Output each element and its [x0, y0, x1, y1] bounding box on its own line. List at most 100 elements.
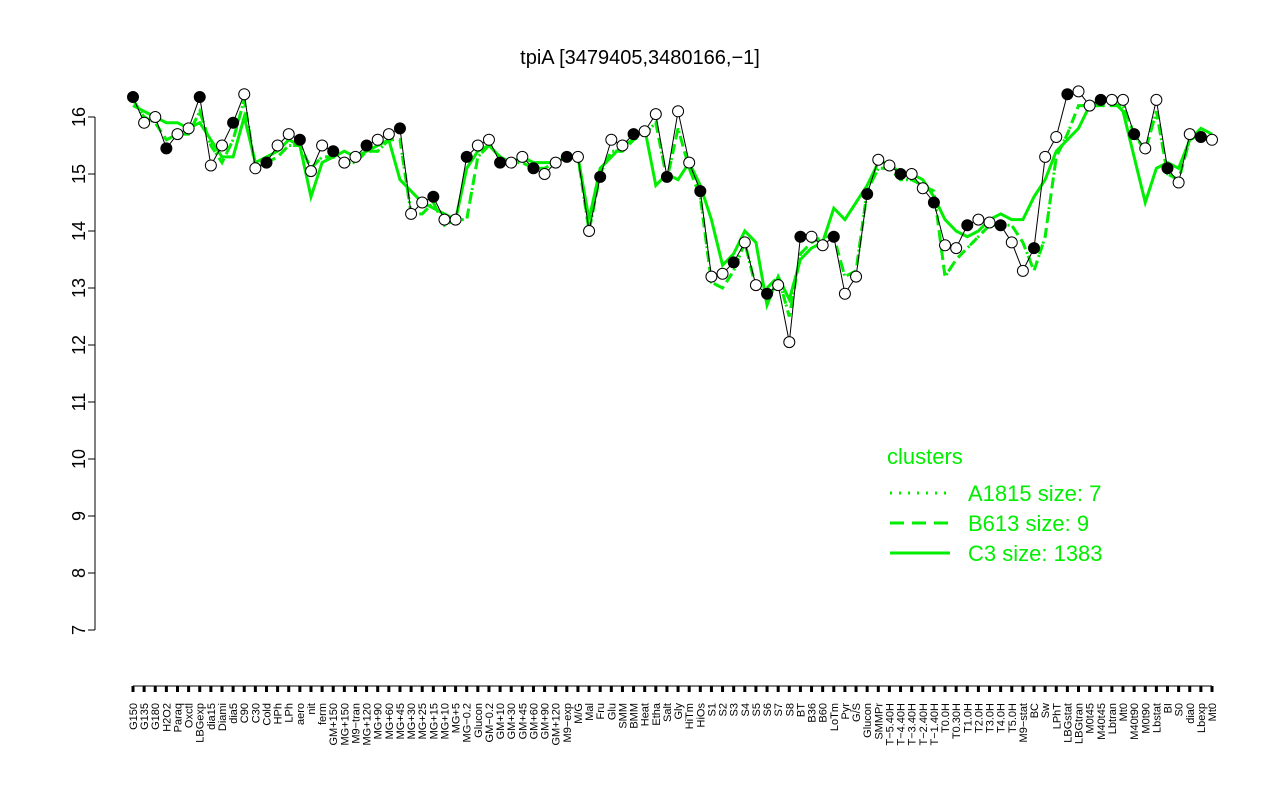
- y-tick-label: 15: [69, 164, 89, 184]
- x-tick-label: T0.0H: [940, 703, 952, 733]
- data-point: [927, 196, 940, 209]
- x-tick-label: S0: [1174, 703, 1186, 716]
- data-point: [716, 267, 729, 280]
- data-point: [1005, 236, 1018, 249]
- x-tick-label: Lbtran: [1107, 703, 1119, 734]
- x-tick-label: GM+150: [328, 703, 340, 746]
- x-tick-label: MG+120: [362, 703, 374, 746]
- data-point: [694, 185, 707, 198]
- x-tick-label: M0t45: [1085, 703, 1097, 734]
- data-point: [1128, 128, 1141, 141]
- data-point: [416, 196, 429, 209]
- x-tick-label: Heat: [640, 703, 652, 726]
- x-tick-label: LBGstat: [1062, 703, 1074, 743]
- data-point: [761, 287, 774, 300]
- x-tick-label: GM+120: [551, 703, 563, 746]
- x-tick-label: MG+150: [339, 703, 351, 746]
- x-tick-label: S6: [762, 703, 774, 716]
- data-point: [1072, 85, 1085, 98]
- x-tick-label: Etha: [651, 702, 663, 726]
- x-tick-label: SMM: [617, 703, 629, 729]
- data-point: [649, 108, 662, 121]
- x-tick-label: T−2.40H: [918, 703, 930, 746]
- x-tick-label: S4: [740, 703, 752, 716]
- x-tick-label: LBGtran: [1074, 703, 1086, 744]
- x-tick-label: BMM: [629, 703, 641, 729]
- data-point: [1039, 150, 1052, 163]
- y-tick-label: 13: [69, 278, 89, 298]
- x-tick-label: MG+10: [439, 703, 451, 739]
- data-point: [705, 270, 718, 283]
- data-point: [1050, 130, 1063, 143]
- x-tick-label: G180: [150, 703, 162, 730]
- data-point: [482, 133, 495, 146]
- data-point: [215, 139, 228, 152]
- x-tick-label: S7: [773, 703, 785, 716]
- x-tick-label: LoTm: [829, 703, 841, 731]
- data-point: [1105, 93, 1118, 106]
- x-tick-label: M9−exp: [562, 703, 574, 742]
- x-tick-label: C30: [250, 703, 262, 723]
- x-tick-label: T2.0H: [973, 703, 985, 733]
- x-tick-label: M9−stat: [1018, 703, 1030, 742]
- data-point: [249, 162, 262, 175]
- x-tick-label: Sw: [1040, 703, 1052, 718]
- data-point: [1117, 93, 1130, 106]
- x-tick-label: MG+30: [406, 703, 418, 739]
- x-tick-label: T0.30H: [951, 703, 963, 739]
- data-point: [227, 116, 240, 129]
- y-tick-label: 16: [69, 107, 89, 127]
- x-tick-label: G/S: [851, 703, 863, 722]
- data-point: [672, 105, 685, 118]
- data-point: [1172, 176, 1185, 189]
- y-tick-label: 10: [69, 449, 89, 469]
- x-tick-label: LPh: [284, 703, 296, 723]
- x-tick-label: T−4.40H: [896, 703, 908, 746]
- x-tick-label: GM+60: [528, 703, 540, 739]
- data-point: [193, 91, 206, 104]
- x-tick-label: GM+30: [506, 703, 518, 739]
- data-point: [727, 256, 740, 269]
- data-point: [293, 133, 306, 146]
- data-point: [660, 170, 673, 183]
- data-point: [861, 187, 874, 200]
- data-point: [127, 91, 139, 104]
- data-point: [872, 153, 885, 166]
- data-point: [204, 159, 217, 172]
- y-axis: 7 8 9 10 11 12 13 14 15 16: [69, 107, 96, 635]
- data-point: [627, 128, 640, 141]
- x-tick-label: Glucon: [473, 703, 485, 738]
- x-tick-label: S8: [784, 703, 796, 716]
- x-tick-label: Diami: [217, 703, 229, 731]
- x-tick-label: MG+90: [373, 703, 385, 739]
- data-point: [138, 116, 151, 129]
- x-tick-label: Oxctl: [184, 703, 196, 728]
- x-tick-label: LPhT: [1051, 703, 1063, 730]
- x-tick-label: SMMPr: [873, 703, 885, 740]
- data-point: [583, 225, 596, 237]
- x-tick-label: G150: [128, 703, 140, 730]
- data-point: [616, 139, 629, 152]
- x-tick-label: Mal: [584, 703, 596, 721]
- x-tick-label: T5.0H: [1007, 703, 1019, 733]
- data-point: [916, 182, 929, 195]
- data-point: [449, 213, 462, 226]
- data-point: [460, 150, 473, 163]
- x-tick-label: H2O2: [161, 703, 173, 732]
- legend-title: clusters: [887, 444, 963, 469]
- data-point: [1139, 142, 1152, 155]
- data-point: [838, 287, 851, 300]
- data-point: [182, 122, 195, 135]
- x-tick-label: T−3.40H: [907, 703, 919, 746]
- data-point: [1194, 130, 1207, 143]
- x-tick-label: MG+5: [451, 703, 463, 733]
- series-layer: [127, 85, 1218, 349]
- x-tick-label: ferm: [317, 703, 329, 725]
- x-tick-label: G135: [139, 703, 151, 730]
- x-tick-label: HiOs: [695, 703, 707, 728]
- data-point: [594, 170, 607, 183]
- data-point: [427, 190, 440, 203]
- y-tick-label: 9: [69, 511, 89, 521]
- x-tick-label: GM−0.2: [484, 703, 496, 742]
- data-point: [683, 156, 696, 169]
